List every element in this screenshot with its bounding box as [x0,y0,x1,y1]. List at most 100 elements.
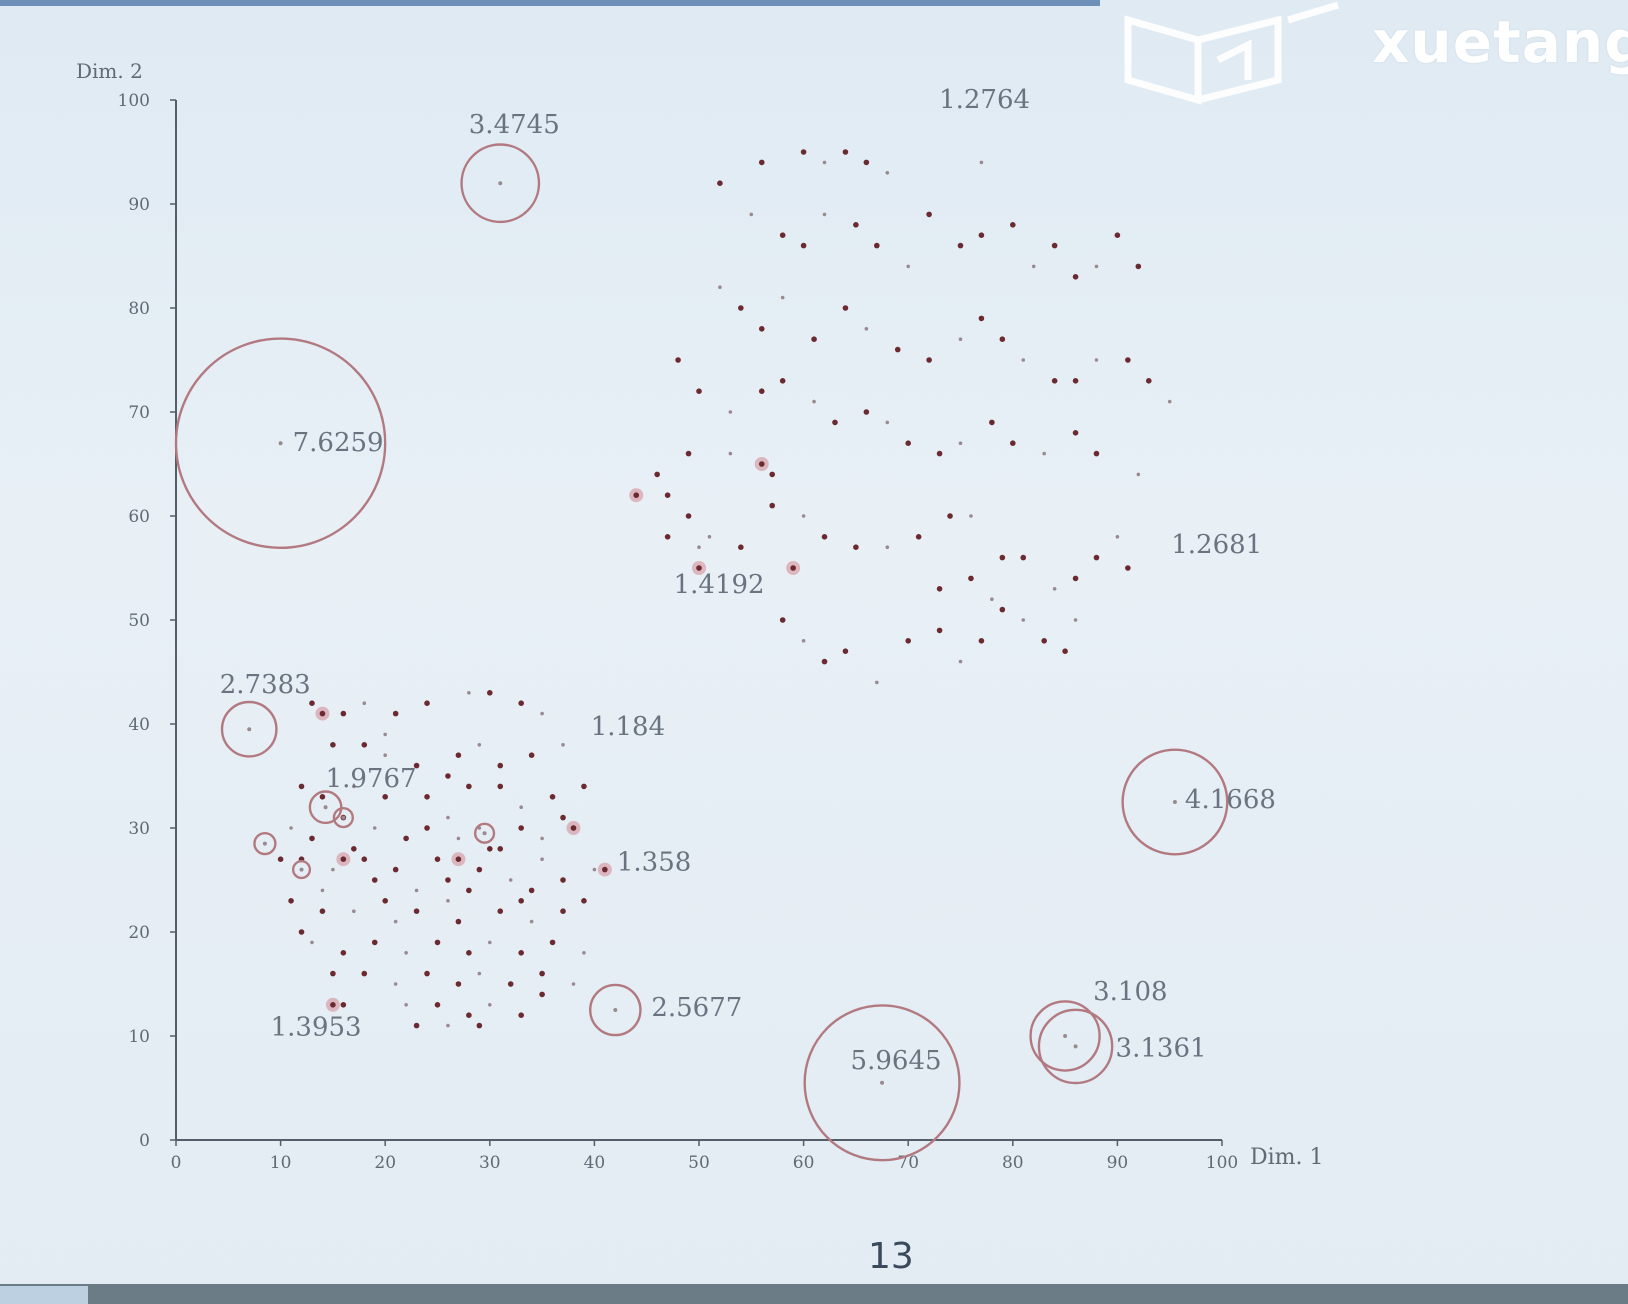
data-point [560,814,566,821]
data-point [404,951,408,955]
data-point [664,492,671,499]
data-point [1145,378,1152,384]
outlier-circle [473,822,496,844]
data-point [906,264,910,269]
data-point [989,419,995,426]
data-point [319,908,326,914]
data-point [487,690,493,696]
y-tick-label: 0 [139,1131,150,1151]
data-point [999,554,1006,561]
data-point [424,970,430,977]
data-point [1073,618,1078,622]
highlighted-point-core [790,565,796,571]
data-point [801,514,806,518]
data-point [434,939,441,946]
data-point [999,336,1006,343]
data-point [758,159,765,166]
data-point [801,639,806,643]
data-point [1094,264,1099,269]
data-point [1136,472,1141,477]
data-point [371,939,378,946]
data-point [728,451,733,456]
data-point [811,336,817,343]
data-point [697,545,701,549]
outlier-point [247,727,252,732]
data-point [466,887,472,894]
data-point [382,794,389,800]
outlier-circle [332,806,354,829]
data-point [979,160,984,165]
data-point [926,211,932,218]
data-points [277,149,1172,1029]
data-point [1031,264,1036,269]
data-point [413,762,420,769]
data-point [497,762,504,769]
outlier-point [498,181,503,186]
data-point [779,617,786,623]
data-point [518,1012,524,1018]
data-point [769,471,776,478]
data-point [936,450,943,457]
data-point [456,836,461,841]
data-point [936,627,943,634]
data-point [310,940,314,945]
data-point [822,212,827,217]
data-point [582,951,586,955]
lof-score-label: 5.9645 [851,1046,942,1076]
outlier-point [341,815,346,820]
data-point [1072,575,1079,582]
highlighted-point-core [455,856,462,862]
outlier-point [262,841,267,846]
data-point [540,857,544,861]
data-point [926,357,932,363]
highlighted-point-core [602,866,608,873]
data-point [330,970,336,977]
outlier-point [323,805,328,810]
data-point [738,544,744,550]
data-point [969,514,973,518]
data-point [685,513,692,519]
data-point [863,159,870,166]
data-point [362,701,367,705]
data-point [990,597,994,601]
data-point [466,950,472,956]
data-point [779,232,786,238]
data-point [540,836,544,841]
data-point [518,700,524,706]
lof-labels: 1.2764 1.2681 1.4192 1.184 1.358 1.3953 3.4745… [220,85,1276,1076]
lof-score-label: 3.108 [1093,977,1167,1007]
data-point [351,846,357,852]
data-point [434,856,441,862]
data-point [340,1002,347,1008]
data-point [664,534,671,540]
data-point [894,346,901,353]
lof-score-label: 1.3953 [271,1013,362,1043]
lof-score-label: 7.6259 [293,428,384,458]
data-point [540,711,544,716]
data-point [1010,440,1016,447]
lof-score-label: 1.2764 [939,85,1030,115]
data-point [1125,357,1131,363]
outlier-point [880,1080,885,1085]
taskbar-strip [0,1284,1628,1304]
data-point [915,534,922,540]
data-point [320,888,325,893]
outlier-circle [291,860,312,880]
data-point [978,638,985,644]
data-point [424,794,430,800]
outlier-point [1073,1044,1078,1049]
data-point [749,212,754,217]
data-point [289,826,293,830]
highlighted-point-core [340,856,347,862]
data-point [561,743,565,747]
data-point [414,888,419,893]
x-tick-label: 30 [479,1153,501,1173]
data-point [978,232,985,238]
data-point [936,586,943,592]
highlighted-point-core [319,710,326,717]
highlighted-point-core [758,461,765,467]
data-point [528,887,535,894]
data-point [1051,378,1058,384]
data-point [446,815,450,820]
y-tick-label: 70 [128,403,150,423]
